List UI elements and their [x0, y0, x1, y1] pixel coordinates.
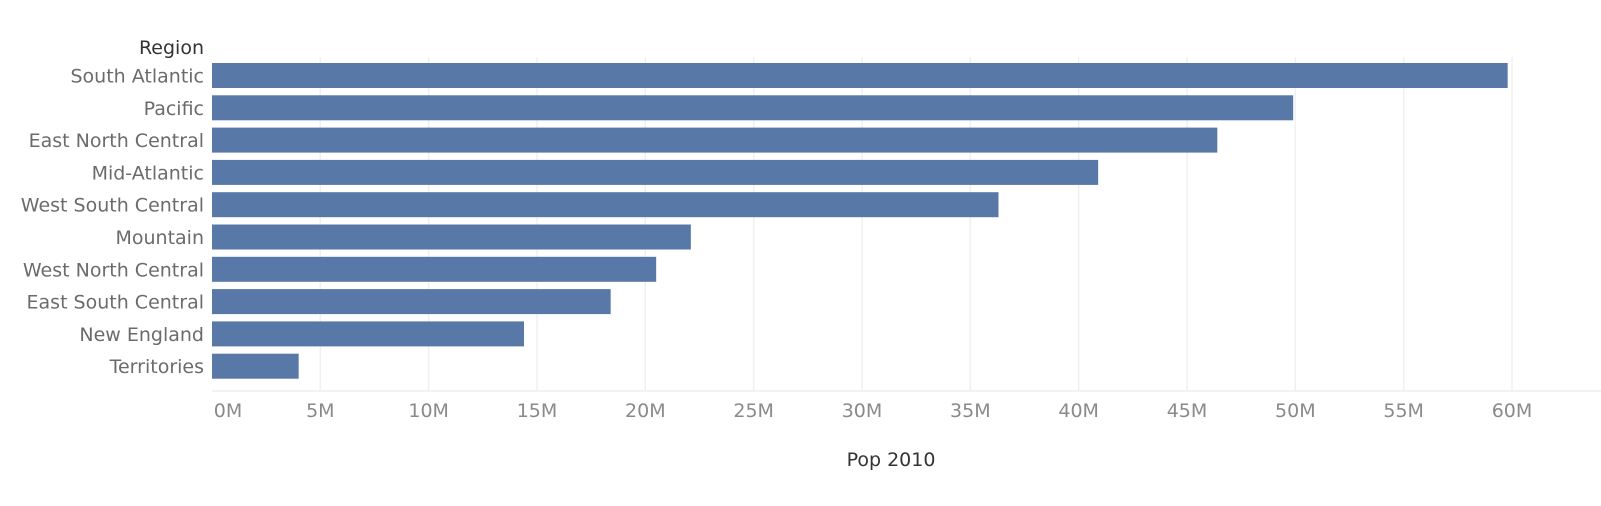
x-tick-label: 40M	[1058, 400, 1099, 422]
category-label: Pacific	[144, 98, 204, 120]
x-tick-label: 15M	[517, 400, 558, 422]
x-tick-label: 25M	[733, 400, 774, 422]
bar[interactable]	[212, 159, 1099, 185]
x-tick-label: 10M	[408, 400, 449, 422]
x-tick-label: 60M	[1492, 400, 1533, 422]
x-tick-label: 0M	[214, 400, 242, 422]
x-tick-label: 35M	[950, 400, 991, 422]
category-label: Territories	[109, 356, 204, 378]
row-header: Region	[139, 37, 204, 59]
x-tick-label: 55M	[1383, 400, 1424, 422]
bar[interactable]	[212, 353, 299, 379]
bar[interactable]	[212, 224, 691, 250]
x-tick-label: 20M	[625, 400, 666, 422]
x-tick-label: 45M	[1167, 400, 1208, 422]
category-label: East South Central	[27, 292, 204, 314]
bar[interactable]	[212, 95, 1294, 121]
bars	[212, 63, 1508, 379]
bar[interactable]	[212, 256, 657, 282]
x-tick-label: 5M	[306, 400, 334, 422]
bar[interactable]	[212, 289, 611, 315]
x-tick-labels: 0M 5M 10M 15M 20M 25M 30M 35M 40M 45M 50M 55M 60M	[214, 400, 1533, 422]
category-label: New England	[79, 324, 204, 346]
bar[interactable]	[212, 192, 999, 218]
bar[interactable]	[212, 127, 1218, 153]
bar[interactable]	[212, 63, 1508, 88]
x-tick-label: 50M	[1275, 400, 1316, 422]
category-label: Mountain	[115, 227, 204, 249]
category-label: East North Central	[29, 130, 204, 152]
category-label: West South Central	[21, 195, 204, 217]
bar[interactable]	[212, 321, 524, 347]
category-label: South Atlantic	[70, 66, 204, 88]
category-label: Mid-Atlantic	[92, 162, 204, 184]
category-labels: South Atlantic Pacific East North Central M…	[21, 66, 204, 379]
x-tick-label: 30M	[842, 400, 883, 422]
x-axis-title: Pop 2010	[847, 449, 936, 471]
category-label: West North Central	[23, 259, 204, 281]
